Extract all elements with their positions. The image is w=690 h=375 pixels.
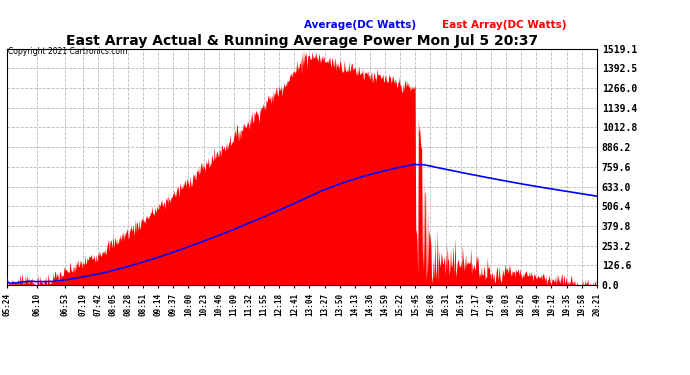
Text: Average(DC Watts): Average(DC Watts) — [304, 20, 415, 30]
Text: Copyright 2021 Cartronics.com: Copyright 2021 Cartronics.com — [8, 47, 128, 56]
Title: East Array Actual & Running Average Power Mon Jul 5 20:37: East Array Actual & Running Average Powe… — [66, 34, 538, 48]
Text: East Array(DC Watts): East Array(DC Watts) — [442, 20, 566, 30]
